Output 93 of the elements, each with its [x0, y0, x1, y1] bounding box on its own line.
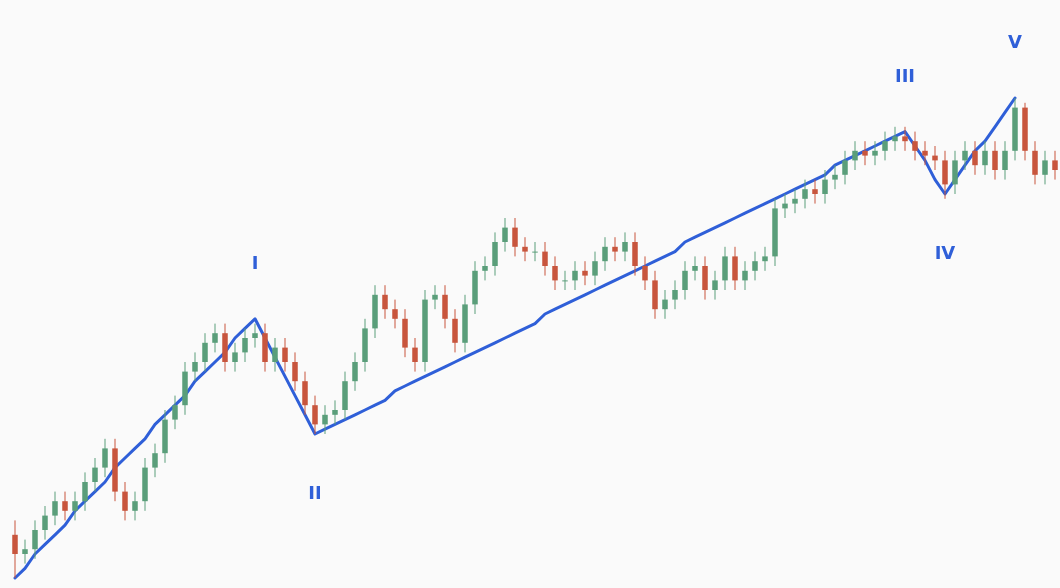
candlestick: [32, 519, 38, 560]
candlestick: [412, 337, 418, 373]
candlestick: [352, 351, 358, 392]
candlestick: [502, 217, 508, 253]
candlestick: [492, 231, 498, 277]
candlestick: [242, 327, 248, 363]
candlestick: [902, 126, 908, 152]
candlestick: [122, 481, 128, 521]
candlestick: [972, 140, 978, 176]
candlestick: [732, 246, 738, 291]
candlestick: [562, 270, 568, 291]
candlestick: [82, 471, 88, 512]
candlestick: [302, 371, 308, 416]
candlestick: [152, 443, 158, 478]
candlestick: [832, 164, 838, 190]
candlestick: [812, 179, 818, 205]
candlestick: [922, 140, 928, 166]
candlestick: [332, 399, 338, 425]
candlestick: [852, 140, 858, 171]
candlestick: [572, 260, 578, 291]
candlestick: [1032, 140, 1038, 185]
candlestick: [1052, 150, 1058, 181]
candlestick: [132, 491, 138, 521]
candlestick: [12, 519, 18, 579]
text: III: [894, 64, 916, 86]
candlestick: [962, 140, 968, 171]
candlestick: [642, 255, 648, 291]
candlestick: [102, 438, 108, 478]
annotation: II: [308, 482, 322, 503]
candlestick: [992, 140, 998, 181]
candlestick: [662, 289, 668, 320]
candlestick: [522, 236, 528, 262]
candlestick: [692, 255, 698, 281]
candlestick: [802, 179, 808, 209]
candlestick: [192, 351, 198, 382]
candlestick: [322, 404, 328, 435]
candlestick: [932, 145, 938, 171]
candlestick: [1042, 150, 1048, 185]
candlestick: [882, 131, 888, 161]
candlestick: [622, 231, 628, 262]
candlestick: [702, 255, 708, 301]
candlestick: [892, 126, 898, 152]
candlestick: [782, 193, 788, 219]
candlestick: [382, 284, 388, 320]
candlestick: [762, 246, 768, 272]
candlestick: [392, 299, 398, 329]
candlestick: [532, 241, 538, 262]
candlestick: [42, 505, 48, 541]
candlestick: [272, 337, 278, 373]
candlestick: [752, 251, 758, 281]
candlestick: [212, 323, 218, 353]
candlestick: [512, 217, 518, 257]
candlestick: [452, 308, 458, 353]
candlestick: [282, 337, 288, 373]
candlestick: [62, 491, 68, 521]
candlestick: [942, 150, 948, 200]
candlestick: [92, 457, 98, 493]
candlestick: [792, 188, 798, 214]
candlestick: [432, 284, 438, 310]
candlestick: [712, 270, 718, 301]
candlestick: [982, 140, 988, 176]
candlestick: [592, 251, 598, 286]
text: V: [1008, 31, 1023, 52]
candlestick: [1002, 140, 1008, 181]
candlestick: [952, 150, 958, 195]
candlestick: [22, 539, 28, 565]
candlestick: [912, 131, 918, 161]
candlestick: [172, 395, 178, 430]
annotation: I: [251, 251, 259, 273]
candlestick: [232, 342, 238, 373]
candlestick: [542, 241, 548, 277]
candlestick: [822, 169, 828, 205]
candlestick: [202, 332, 208, 373]
candlestick: [602, 236, 608, 272]
candlestick: [72, 491, 78, 521]
candlestick: [672, 279, 678, 310]
candlestick: [612, 236, 618, 262]
candlestick: [52, 491, 58, 526]
annotation: IV: [934, 242, 956, 263]
candlestick: [842, 150, 848, 185]
candlestick: [442, 284, 448, 329]
candlestick: [742, 260, 748, 291]
candlestick: [682, 260, 688, 301]
candlestick: [862, 140, 868, 166]
candlestick: [872, 140, 878, 166]
candlestick: [252, 323, 258, 349]
candlestick: [482, 255, 488, 281]
candlestick: [552, 255, 558, 291]
candlestick: [292, 351, 298, 392]
candlestick: [722, 246, 728, 291]
candlestick: [312, 395, 318, 435]
candlestick: [582, 260, 588, 286]
candlestick: [632, 231, 638, 277]
